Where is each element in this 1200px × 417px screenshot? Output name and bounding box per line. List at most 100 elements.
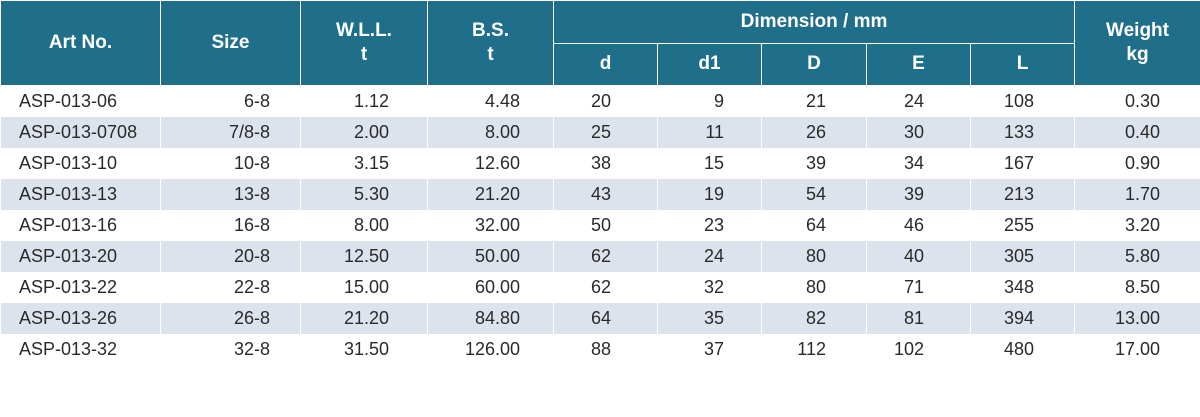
cell-bs: 12.60 [427, 148, 554, 179]
cell-D: 21 [761, 85, 867, 117]
bs-label: B.S. [472, 20, 509, 41]
dimension-label: Dimension / mm [740, 10, 888, 32]
cell-L: 348 [969, 272, 1076, 303]
col-header-size: Size [160, 0, 301, 86]
cell-bs: 50.00 [427, 241, 554, 272]
cell-d: 62 [553, 241, 658, 272]
cell-L: 133 [969, 117, 1076, 148]
cell-art-no: ASP-013-20 [0, 241, 161, 272]
cell-size: 10-8 [160, 148, 301, 179]
cell-wll: 8.00 [300, 210, 428, 241]
size-label: Size [211, 32, 250, 53]
cell-E: 39 [866, 179, 971, 210]
cell-weight: 1.70 [1074, 179, 1200, 210]
art-no-label: Art No. [48, 32, 113, 53]
cell-d1: 15 [657, 148, 762, 179]
cell-E: 71 [866, 272, 971, 303]
bs-unit: t [487, 44, 494, 65]
cell-size: 7/8-8 [160, 117, 301, 148]
cell-weight: 17.00 [1074, 334, 1200, 365]
cell-d1: 37 [657, 334, 762, 365]
cell-weight: 13.00 [1074, 303, 1200, 334]
cell-E: 30 [866, 117, 971, 148]
table-row: ASP-013-10 10-8 3.15 12.60 38 15 39 34 1… [0, 148, 1200, 179]
table-header: Art No. Size W.L.L. t B.S. t Dimension /… [0, 0, 1200, 86]
wll-unit: t [360, 44, 368, 65]
col-header-weight: Weight kg [1074, 0, 1200, 86]
cell-weight: 8.50 [1074, 272, 1200, 303]
cell-weight: 0.40 [1074, 117, 1200, 148]
cell-d: 62 [553, 272, 658, 303]
cell-wll: 15.00 [300, 272, 428, 303]
cell-D: 26 [761, 117, 867, 148]
cell-size: 32-8 [160, 334, 301, 365]
weight-label: Weight [1106, 20, 1169, 41]
cell-d: 43 [553, 179, 658, 210]
table-row: ASP-013-20 20-8 12.50 50.00 62 24 80 40 … [0, 241, 1200, 272]
cell-D: 64 [761, 210, 867, 241]
cell-L: 394 [969, 303, 1076, 334]
cell-art-no: ASP-013-06 [0, 85, 161, 117]
wll-label: W.L.L. [336, 20, 392, 41]
cell-D: 39 [761, 148, 867, 179]
cell-art-no: ASP-013-22 [0, 272, 161, 303]
col-header-wll: W.L.L. t [300, 0, 428, 86]
cell-D: 80 [761, 241, 867, 272]
cell-d: 64 [553, 303, 658, 334]
col-header-D: D [761, 42, 867, 86]
cell-wll: 12.50 [300, 241, 428, 272]
col-header-art-no: Art No. [0, 0, 161, 86]
cell-art-no: ASP-013-16 [0, 210, 161, 241]
cell-art-no: ASP-013-32 [0, 334, 161, 365]
cell-size: 13-8 [160, 179, 301, 210]
cell-size: 16-8 [160, 210, 301, 241]
cell-L: 213 [969, 179, 1076, 210]
cell-D: 80 [761, 272, 867, 303]
col-header-bs: B.S. t [427, 0, 554, 86]
cell-art-no: ASP-013-10 [0, 148, 161, 179]
cell-E: 24 [866, 85, 971, 117]
cell-d1: 11 [657, 117, 762, 148]
cell-L: 255 [969, 210, 1076, 241]
col-header-L: L [969, 42, 1076, 86]
col-group-dimension: Dimension / mm [552, 0, 1076, 44]
cell-bs: 8.00 [427, 117, 554, 148]
table-row: ASP-013-13 13-8 5.30 21.20 43 19 54 39 2… [0, 179, 1200, 210]
cell-d: 88 [553, 334, 658, 365]
weight-unit: kg [1126, 44, 1149, 65]
cell-D: 112 [761, 334, 867, 365]
cell-L: 480 [969, 334, 1076, 365]
cell-d1: 35 [657, 303, 762, 334]
cell-size: 22-8 [160, 272, 301, 303]
cell-weight: 5.80 [1074, 241, 1200, 272]
cell-bs: 32.00 [427, 210, 554, 241]
col-header-d1: d1 [657, 42, 762, 86]
cell-art-no: ASP-013-0708 [0, 117, 161, 148]
cell-d: 20 [553, 85, 658, 117]
cell-size: 20-8 [160, 241, 301, 272]
cell-E: 102 [866, 334, 971, 365]
cell-bs: 84.80 [427, 303, 554, 334]
cell-weight: 3.20 [1074, 210, 1200, 241]
cell-E: 46 [866, 210, 971, 241]
table-row: ASP-013-22 22-8 15.00 60.00 62 32 80 71 … [0, 272, 1200, 303]
cell-L: 167 [969, 148, 1076, 179]
cell-size: 26-8 [160, 303, 301, 334]
col-header-E: E [866, 42, 971, 86]
cell-bs: 126.00 [427, 334, 554, 365]
cell-bs: 4.48 [427, 85, 554, 117]
cell-E: 40 [866, 241, 971, 272]
cell-art-no: ASP-013-13 [0, 179, 161, 210]
cell-D: 82 [761, 303, 867, 334]
cell-d1: 19 [657, 179, 762, 210]
table-row: ASP-013-0708 7/8-8 2.00 8.00 25 11 26 30… [0, 117, 1200, 148]
cell-wll: 2.00 [300, 117, 428, 148]
cell-art-no: ASP-013-26 [0, 303, 161, 334]
col-header-d: d [553, 42, 658, 86]
cell-wll: 1.12 [300, 85, 428, 117]
product-spec-table: Art No. Size W.L.L. t B.S. t Dimension /… [0, 0, 1200, 365]
cell-E: 34 [866, 148, 971, 179]
table-row: ASP-013-26 26-8 21.20 84.80 64 35 82 81 … [0, 303, 1200, 334]
table-body: ASP-013-06 6-8 1.12 4.48 20 9 21 24 108 … [0, 85, 1200, 365]
cell-weight: 0.90 [1074, 148, 1200, 179]
